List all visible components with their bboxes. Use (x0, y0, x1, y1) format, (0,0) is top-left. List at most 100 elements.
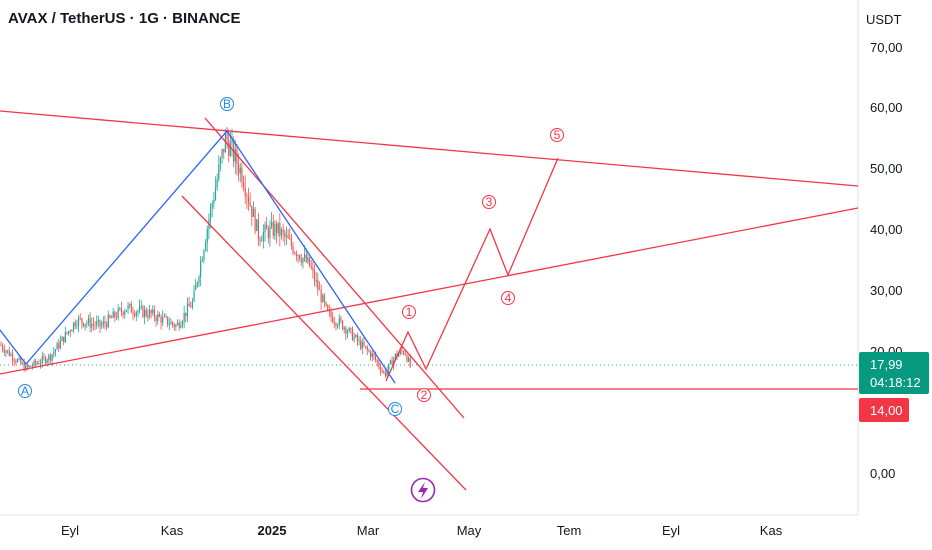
candle-body (82, 322, 85, 327)
candle-body (157, 314, 159, 321)
candle-body (373, 353, 375, 356)
candle-body (5, 351, 7, 353)
candle-body (176, 322, 179, 325)
candle-body (317, 280, 319, 290)
candle-body (305, 254, 307, 262)
candles (0, 126, 411, 380)
candle-body (360, 340, 362, 349)
channel-upper-line[interactable] (204, 117, 465, 419)
candle-body (145, 309, 147, 316)
candle-body (300, 259, 302, 263)
candle-body (274, 223, 276, 236)
candle-body (394, 353, 396, 359)
currency-label[interactable]: USDT (866, 12, 902, 27)
candle-body (236, 149, 238, 165)
candle-body (140, 306, 142, 308)
candle-body (21, 363, 24, 365)
candle-body (173, 324, 175, 328)
candle-body (368, 350, 370, 352)
y-tick-70: 70,00 (870, 40, 903, 55)
candle-body (163, 316, 165, 318)
wave-label-c: C (388, 402, 402, 416)
support-price-value: 14,00 (870, 403, 903, 418)
candle-body (7, 350, 9, 352)
candle-body (172, 322, 174, 325)
candle-body (234, 149, 236, 162)
candle-body (205, 242, 207, 251)
candle-body (106, 323, 108, 327)
candle-body (165, 316, 167, 318)
candle-body (271, 222, 273, 227)
candle-body (361, 342, 363, 349)
candle-body (307, 257, 309, 262)
candle-body (77, 317, 80, 326)
candle-body (84, 324, 86, 327)
candle-body (337, 325, 339, 327)
y-tick-60: 60,00 (870, 100, 903, 115)
candle-body (109, 315, 111, 318)
lower-trendline[interactable] (0, 207, 859, 375)
candle-body (148, 310, 151, 318)
candle-body (183, 312, 185, 322)
candle-body (8, 350, 10, 356)
candle-body (162, 316, 164, 323)
x-tick-may: May (457, 523, 482, 538)
candle-body (190, 306, 192, 308)
svg-text:5: 5 (554, 128, 561, 142)
candle-body (287, 235, 289, 239)
svg-text:B: B (223, 97, 231, 111)
candle-body (16, 359, 19, 363)
candle-body (297, 255, 299, 257)
upper-trendline[interactable] (0, 110, 859, 187)
candle-body (152, 309, 154, 314)
candle-body (376, 359, 378, 363)
candle-body (43, 356, 45, 358)
x-tick-eyl-2: Eyl (662, 523, 680, 538)
candle-body (403, 351, 405, 354)
x-tick-2025: 2025 (258, 523, 287, 538)
candle-body (214, 187, 217, 200)
candle-body (20, 358, 22, 364)
current-price-badge[interactable]: 17,99 04:18:12 (859, 352, 929, 394)
candle-body (101, 325, 103, 327)
candle-body (308, 257, 311, 267)
candle-body (345, 327, 347, 334)
candle-body (304, 254, 306, 258)
support-price-badge[interactable]: 14,00 (859, 398, 909, 422)
candle-body (406, 354, 408, 362)
candle-body (61, 336, 63, 341)
candle-body (366, 346, 368, 351)
candle-body (81, 318, 83, 323)
svg-text:C: C (391, 402, 400, 416)
abc-wave-path[interactable] (0, 129, 396, 384)
candle-body (275, 223, 278, 234)
candle-body (262, 232, 264, 241)
candle-body (333, 322, 335, 324)
candle-body (200, 261, 202, 277)
candle-body (242, 182, 245, 189)
candle-body (389, 360, 391, 364)
candle-body (48, 355, 50, 361)
candle-body (191, 300, 193, 308)
candle-body (40, 363, 42, 365)
candle-body (379, 366, 382, 372)
candle-body (386, 370, 388, 376)
candle-body (38, 363, 40, 365)
candle-body (46, 360, 48, 363)
wave-label-5: 5 (550, 128, 564, 142)
svg-text:3: 3 (486, 195, 493, 209)
candle-body (58, 343, 60, 349)
candle-body (282, 229, 284, 233)
channel-lower-line[interactable] (181, 195, 467, 491)
candle-body (252, 209, 255, 217)
lightning-icon[interactable] (410, 477, 436, 503)
candle-body (104, 321, 106, 324)
impulse-wave-path[interactable] (385, 157, 559, 382)
candle-body (226, 133, 228, 141)
candle-body (28, 365, 30, 367)
trendlines[interactable] (0, 110, 859, 491)
y-tick-30: 30,00 (870, 283, 903, 298)
candle-body (158, 314, 160, 317)
candle-body (266, 224, 268, 230)
